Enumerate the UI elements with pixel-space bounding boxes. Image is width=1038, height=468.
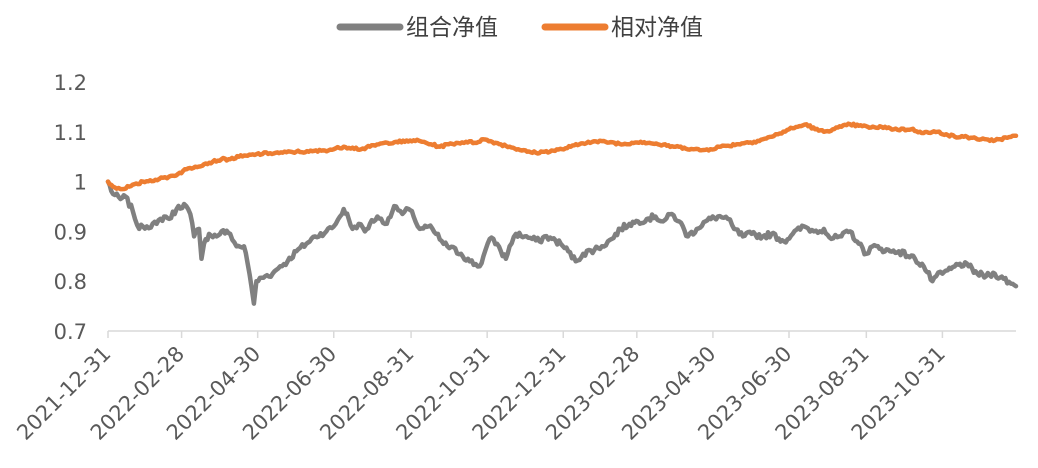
y-tick-label: 0.8 [54,270,87,294]
series-line-1 [105,179,1019,306]
legend: 组合净值 相对净值 [336,15,703,41]
y-tick-label: 0.9 [54,220,87,244]
y-tick-label: 1.2 [54,71,87,95]
series-line-2 [105,121,1019,192]
y-tick-label: 1 [74,171,87,195]
legend-label: 相对净值 [611,15,703,41]
y-axis: 0.7 0.8 0.9 1 1.1 1.2 [54,71,87,344]
y-tick-label: 1.1 [54,121,87,145]
y-tick-label: 0.7 [54,320,87,344]
legend-label: 组合净值 [406,15,498,41]
plot-area [105,121,1019,306]
x-axis: 2021-12-312022-02-282022-04-302022-06-30… [12,330,1016,445]
